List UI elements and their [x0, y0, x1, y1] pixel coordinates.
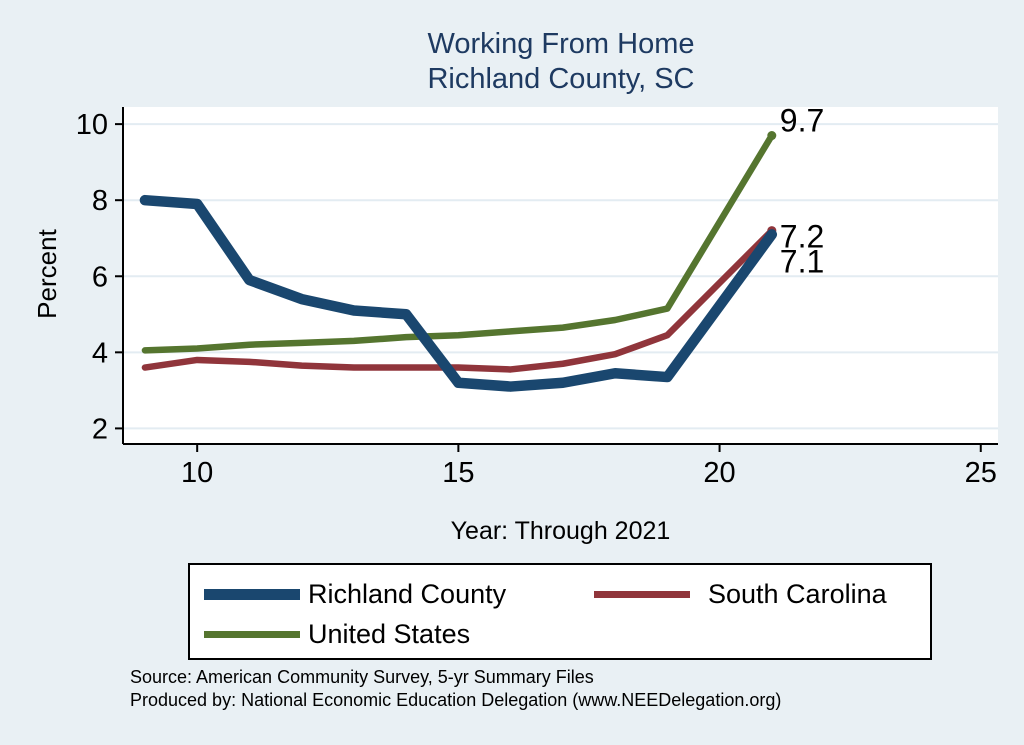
legend-label-south-carolina: South Carolina [708, 579, 887, 609]
y-tick-label-8: 8 [92, 185, 108, 217]
x-tick-label-15: 15 [442, 457, 474, 489]
chart-title-line1: Working From Home [427, 28, 695, 60]
source-note: Source: American Community Survey, 5-yr … [130, 666, 781, 712]
produced-by-line: Produced by: National Economic Education… [130, 690, 782, 710]
legend-swatch-richland-county [204, 589, 300, 600]
y-tick-label-6: 6 [92, 261, 108, 293]
legend-swatch-united-states [204, 631, 300, 638]
series-end-label-united-states: 9.7 [780, 103, 824, 139]
legend-label-richland-county: Richland County [308, 579, 507, 609]
series-line-richland-county [139, 194, 778, 392]
y-tick-label-2: 2 [92, 413, 108, 445]
chart-title: Working From Home Richland County, SC [97, 27, 1024, 97]
series-end-marker-richland-county [767, 229, 777, 239]
x-tick-label-25: 25 [965, 457, 997, 489]
x-axis-label: Year: Through 2021 [450, 517, 671, 545]
y-axis-label: Percent [32, 229, 62, 319]
legend-label-united-states: United States [308, 619, 471, 649]
legend: Richland County South Carolina United St… [188, 563, 932, 660]
plot-svg: 2 4 6 8 10 10 15 20 25 9.7 7.27.1 [76, 103, 998, 489]
legend-swatch-south-carolina [594, 591, 690, 598]
series-end-label-richland-county: 7.1 [780, 243, 824, 279]
source-line: Source: American Community Survey, 5-yr … [130, 667, 594, 687]
series-end-label-south-carolina: 7.2 [780, 219, 824, 255]
y-tick-label-10: 10 [76, 109, 108, 141]
series-line-south-carolina [141, 227, 776, 373]
chart-title-line2: Richland County, SC [427, 63, 695, 95]
x-tick-label-20: 20 [703, 457, 735, 489]
y-tick-label-4: 4 [92, 337, 108, 369]
x-tick-label-10: 10 [181, 457, 213, 489]
series-line-united-states [141, 132, 776, 354]
series-end-marker-united-states [767, 131, 777, 141]
